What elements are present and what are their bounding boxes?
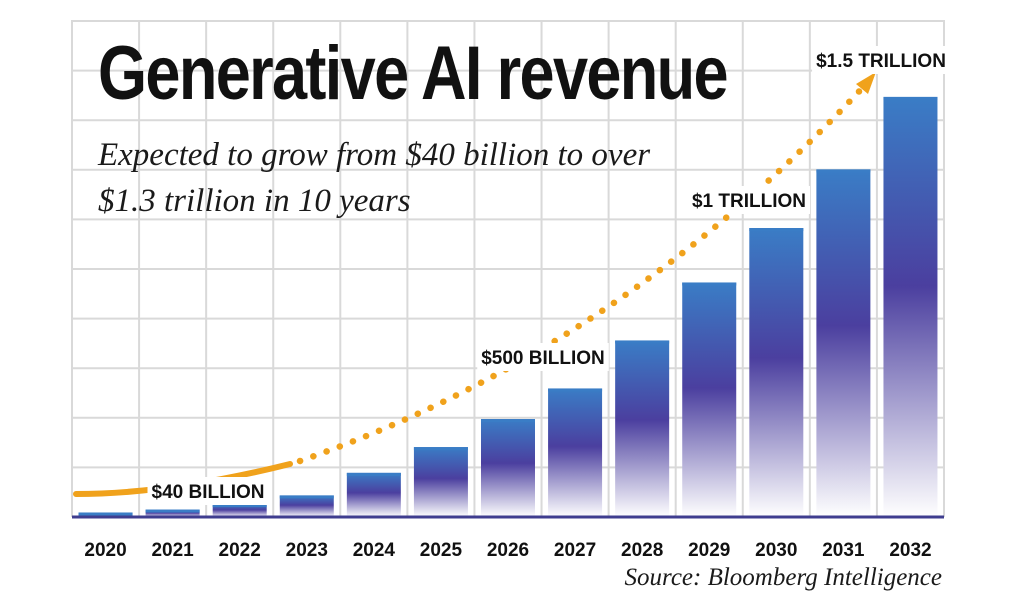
x-tick-label: 2025 <box>420 540 463 561</box>
bars <box>72 96 944 519</box>
x-tick-label: 2023 <box>286 540 328 561</box>
x-tick-label: 2031 <box>822 540 865 561</box>
x-tick-label: 2024 <box>353 540 396 561</box>
bar-cap-2027 <box>548 388 603 392</box>
bar-2024 <box>346 472 401 517</box>
bar-cap-2024 <box>346 472 401 476</box>
annotation-label: $500 BILLION <box>481 348 605 369</box>
bar-cap-2029 <box>682 282 737 286</box>
annotation-label: $40 BILLION <box>152 482 265 503</box>
bar-cap-2020 <box>78 512 133 516</box>
chart-subtitle: Expected to grow from $40 billion to ove… <box>98 137 651 219</box>
bar-2026 <box>481 419 535 517</box>
x-axis-ticks: 2020 2021 2022 2023 2024 2025 2026 2027 2028 2029… <box>84 540 931 561</box>
bar-cap-2030 <box>749 228 804 232</box>
bar-cap-2028 <box>615 340 670 344</box>
bar-2032 <box>883 96 938 517</box>
x-tick-label: 2032 <box>889 540 931 561</box>
trend-arrowhead <box>856 72 876 94</box>
x-tick-label: 2021 <box>151 540 194 561</box>
x-tick-label: 2027 <box>554 540 596 561</box>
annotation-background <box>147 477 269 505</box>
chart-source: Source: Bloomberg Intelligence <box>624 564 942 591</box>
annotation-label: $1.5 TRILLION <box>816 51 946 72</box>
annotation-background <box>812 46 950 74</box>
bar-cap-2021 <box>145 509 200 513</box>
x-tick-label: 2026 <box>487 540 529 561</box>
annotations: $40 BILLION $500 BILLION $1 TRILLION $1.5 T… <box>147 46 950 505</box>
bar-cap-2032 <box>883 96 938 100</box>
trend-line-dotted <box>296 80 870 465</box>
bar-2023 <box>279 495 334 517</box>
bar-2021 <box>145 509 200 517</box>
bar-2027 <box>548 388 603 517</box>
bar-2022 <box>212 504 267 517</box>
bar-2029 <box>682 282 737 517</box>
bar-2030 <box>749 228 804 518</box>
chart-title: Generative AI revenue <box>98 31 729 116</box>
x-tick-label: 2028 <box>621 540 663 561</box>
bar-cap-2022 <box>212 504 267 508</box>
x-tick-label: 2022 <box>219 540 261 561</box>
x-tick-label: 2029 <box>688 540 730 561</box>
bar-cap-2026 <box>481 419 535 423</box>
bar-2028 <box>615 340 670 517</box>
x-tick-label: 2020 <box>84 540 126 561</box>
grid <box>71 20 945 517</box>
x-tick-label: 2030 <box>755 540 797 561</box>
annotation-background <box>687 186 811 214</box>
bar-2025 <box>413 447 468 517</box>
bar-cap-2023 <box>279 495 334 499</box>
annotation-background <box>477 343 609 371</box>
bar-cap-2031 <box>816 169 871 173</box>
bar-cap-2025 <box>413 447 468 451</box>
annotation-label: $1 TRILLION <box>692 191 806 212</box>
bar-2031 <box>816 169 871 518</box>
